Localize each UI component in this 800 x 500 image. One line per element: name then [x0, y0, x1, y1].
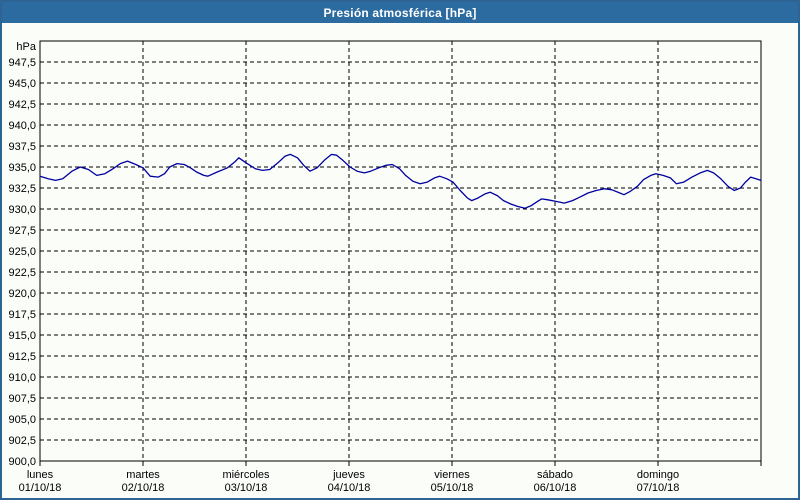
y-tick-label: 900,0	[8, 456, 36, 468]
y-tick-label: 920,0	[8, 288, 36, 300]
x-day-name-label: domingo	[637, 469, 679, 481]
x-day-name-label: viernes	[434, 469, 470, 481]
x-day-name-label: lunes	[27, 469, 54, 481]
y-tick-label: 935,0	[8, 162, 36, 174]
y-tick-label: 932,5	[8, 183, 36, 195]
x-day-date-label: 03/10/18	[225, 482, 268, 494]
x-day-date-label: 01/10/18	[19, 482, 62, 494]
x-day-name-label: sábado	[537, 469, 573, 481]
y-tick-label: 937,5	[8, 141, 36, 153]
y-axis-unit-label: hPa	[16, 41, 36, 53]
x-day-name-label: miércoles	[222, 469, 270, 481]
y-tick-label: 917,5	[8, 309, 36, 321]
y-tick-label: 910,0	[8, 372, 36, 384]
x-day-name-label: jueves	[332, 469, 365, 481]
x-day-date-label: 05/10/18	[431, 482, 474, 494]
y-tick-label: 912,5	[8, 351, 36, 363]
y-tick-label: 930,0	[8, 204, 36, 216]
y-tick-label: 905,0	[8, 414, 36, 426]
y-tick-label: 922,5	[8, 267, 36, 279]
chart-titlebar: Presión atmosférica [hPa]	[2, 2, 798, 23]
pressure-series-line	[39, 153, 762, 209]
plot-frame	[39, 40, 762, 462]
x-day-date-label: 02/10/18	[122, 482, 165, 494]
y-tick-label: 902,5	[8, 435, 36, 447]
x-day-date-label: 06/10/18	[534, 482, 577, 494]
y-tick-label: 927,5	[8, 225, 36, 237]
y-tick-label: 925,0	[8, 246, 36, 258]
x-day-date-label: 07/10/18	[637, 482, 680, 494]
x-day-name-label: martes	[126, 469, 160, 481]
y-tick-label: 942,5	[8, 99, 36, 111]
y-tick-label: 915,0	[8, 330, 36, 342]
y-tick-label: 947,5	[8, 57, 36, 69]
y-tick-label: 945,0	[8, 78, 36, 90]
chart-title: Presión atmosférica [hPa]	[323, 5, 477, 20]
y-tick-label: 907,5	[8, 393, 36, 405]
x-day-date-label: 04/10/18	[328, 482, 371, 494]
y-tick-label: 940,0	[8, 120, 36, 132]
